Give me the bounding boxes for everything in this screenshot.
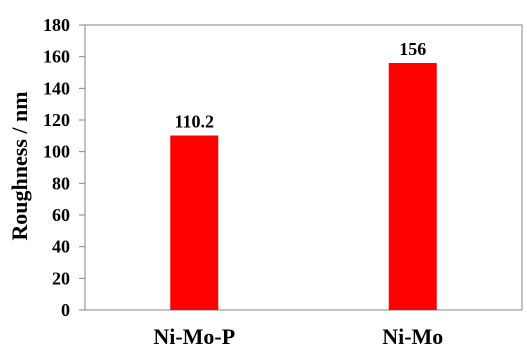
y-tick-label: 20 [52,268,70,288]
bar [170,135,219,310]
y-tick-label: 80 [52,173,70,193]
data-label: 110.2 [174,112,214,132]
data-label: 156 [399,39,426,59]
y-tick-label: 120 [43,110,70,130]
y-tick-label: 160 [43,47,70,67]
x-tick-label: Ni-Mo [382,324,443,348]
plot-frame [84,24,523,311]
bar [388,63,437,310]
y-tick-label: 180 [43,15,70,35]
plot-area: 0 20 40 60 80 100 120 140 160 180 110.2 Ni-Mo-P 156 N… [43,15,523,348]
y-tick-label: 100 [43,142,70,162]
y-tick-label: 0 [61,300,70,320]
y-tick-label: 60 [52,205,70,225]
y-tick-label: 40 [52,237,70,257]
x-tick-label: Ni-Mo-P [153,324,235,348]
y-tick-label: 140 [43,78,70,98]
y-axis-title: Roughness / nm [7,91,32,240]
